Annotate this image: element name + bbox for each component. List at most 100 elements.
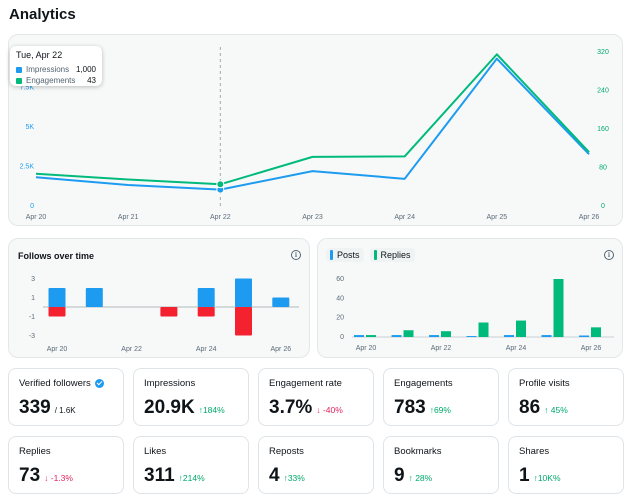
bar-replies (441, 331, 451, 337)
metric-delta: ↑ 28% (408, 473, 433, 483)
metric-label: Engagement rate (269, 378, 342, 389)
metric-card-likes[interactable]: Likes 311 ↑214% (133, 436, 249, 494)
metric-label-text: Impressions (144, 378, 196, 389)
metric-value-row: 3.7% ↓ -40% (269, 397, 343, 419)
metric-label: Shares (519, 446, 549, 457)
posts-swatch-icon (330, 250, 333, 260)
metric-delta: ↓ -40% (316, 405, 343, 415)
metric-value-row: 73 ↓ -1.3% (19, 465, 73, 487)
series-line-impressions (35, 57, 590, 191)
metric-card-profile-visits[interactable]: Profile visits 86 ↑ 45% (508, 368, 624, 426)
bar-replies (516, 320, 526, 337)
bar-posts (579, 335, 589, 337)
bar-unfollows (48, 307, 66, 317)
x-axis-tick-label: Apr 23 (302, 214, 323, 221)
info-icon[interactable]: i (604, 250, 614, 260)
bar-posts (391, 335, 402, 337)
metric-label: Engagements (394, 378, 453, 389)
right-axis-tick-label: 160 (597, 126, 609, 133)
metric-value: 1 (519, 465, 530, 486)
metric-delta: ↑184% (198, 405, 225, 415)
y-axis-tick-label: 20 (336, 315, 344, 322)
metric-value-row: 783 ↑69% (394, 397, 451, 419)
left-axis-tick-label: 2.5K (20, 164, 35, 171)
metric-delta: ↑214% (178, 473, 205, 483)
bar-unfollows (235, 307, 252, 336)
follows-bar-chart[interactable]: 3 1 -1 -3 Apr 20 Apr 22 Apr 24 Apr 26 (9, 239, 311, 359)
y-axis-tick-label: 40 (336, 295, 344, 302)
metric-card-impressions[interactable]: Impressions 20.9K ↑184% (133, 368, 249, 426)
metric-label: Profile visits (519, 378, 570, 389)
follows-title: Follows over time (18, 251, 95, 261)
bar-follows (85, 288, 103, 307)
tooltip-label: Impressions (26, 65, 70, 74)
metric-card-reposts[interactable]: Reposts 4 ↑33% (258, 436, 374, 494)
metric-delta: ↑ 45% (544, 405, 568, 415)
bar-follows (48, 288, 66, 307)
metric-total: / 1.6K (54, 406, 76, 415)
metric-card-engagement-rate[interactable]: Engagement rate 3.7% ↓ -40% (258, 368, 374, 426)
y-axis-tick-label: 1 (31, 295, 35, 302)
metric-card-verified-followers[interactable]: Verified followers 339/ 1.6K (8, 368, 124, 426)
tooltip-row-engagements: Engagements 43 (16, 75, 96, 86)
series-line-engagements (35, 53, 590, 186)
posts-bar-chart[interactable]: 0 20 40 60 Apr 20 Apr 22 Apr 24 Apr 26 (318, 239, 624, 359)
y-axis-tick-label: -3 (29, 333, 35, 340)
y-axis-tick-label: 0 (340, 334, 344, 341)
x-axis-tick-label: Apr 26 (579, 214, 600, 221)
right-axis-tick-label: 0 (601, 203, 605, 210)
tooltip-row-impressions: Impressions 1,000 (16, 64, 96, 75)
x-axis-tick-label: Apr 20 (47, 346, 68, 353)
right-axis-tick-label: 240 (597, 88, 609, 95)
info-icon[interactable]: i (291, 250, 301, 260)
metric-value-row: 4 ↑33% (269, 465, 305, 487)
main-line-chart[interactable]: 0 2.5K 5K 7.5K 0 80 160 240 320 Apr 20 Apr 21 Apr 2… (9, 35, 624, 227)
bar-posts (466, 336, 477, 337)
x-axis-tick-label: Apr 26 (270, 346, 291, 353)
page-title: Analytics (9, 6, 76, 23)
metric-label: Bookmarks (394, 446, 442, 457)
metric-card-bookmarks[interactable]: Bookmarks 9 ↑ 28% (383, 436, 499, 494)
x-axis-tick-label: Apr 22 (210, 214, 231, 221)
metric-value: 311 (144, 465, 175, 486)
bar-replies (403, 330, 414, 337)
metric-card-engagements[interactable]: Engagements 783 ↑69% (383, 368, 499, 426)
bar-posts (429, 335, 439, 337)
left-axis-tick-label: 7.5K (20, 85, 35, 92)
x-axis-tick-label: Apr 21 (118, 214, 139, 221)
legend-replies[interactable]: Replies (369, 248, 415, 262)
bar-follows (272, 297, 290, 307)
bar-posts (504, 335, 514, 337)
tooltip-value: 43 (87, 76, 96, 85)
metric-value: 4 (269, 465, 280, 486)
metric-label: Impressions (144, 378, 195, 389)
metric-value-row: 9 ↑ 28% (394, 465, 432, 487)
legend-posts[interactable]: Posts (326, 248, 364, 262)
bar-posts (354, 335, 364, 337)
metric-value: 783 (394, 397, 426, 418)
metric-label-text: Verified followers (19, 378, 91, 389)
metric-label-text: Reposts (269, 446, 304, 457)
metric-value: 86 (519, 397, 541, 418)
engagements-swatch-icon (16, 77, 22, 84)
metric-value: 73 (19, 465, 41, 486)
metric-card-replies[interactable]: Replies 73 ↓ -1.3% (8, 436, 124, 494)
follows-panel: Follows over time i 3 1 -1 -3 Apr 20 Apr 22 Ap… (8, 238, 310, 358)
x-axis-tick-label: Apr 22 (431, 345, 452, 352)
legend-label: Posts (337, 250, 360, 260)
left-axis-tick-label: 0 (30, 203, 34, 210)
tooltip-label: Engagements (26, 76, 76, 85)
right-axis-tick-label: 80 (599, 165, 607, 172)
bar-follows (235, 278, 252, 307)
tooltip-date: Tue, Apr 22 (16, 50, 63, 60)
metric-card-shares[interactable]: Shares 1 ↑10K% (508, 436, 624, 494)
metric-value-row: 339/ 1.6K (19, 397, 76, 419)
x-axis-tick-label: Apr 25 (487, 214, 508, 221)
metric-label-text: Profile visits (519, 378, 570, 389)
metric-delta: ↑33% (283, 473, 305, 483)
metric-label-text: Likes (144, 446, 167, 457)
posts-panel: Posts Replies i 0 20 40 60 Apr 20 Apr 22 Apr 2… (317, 238, 623, 358)
bar-replies (553, 279, 564, 337)
bar-unfollows (197, 307, 215, 317)
left-axis-tick-label: 5K (25, 124, 34, 131)
